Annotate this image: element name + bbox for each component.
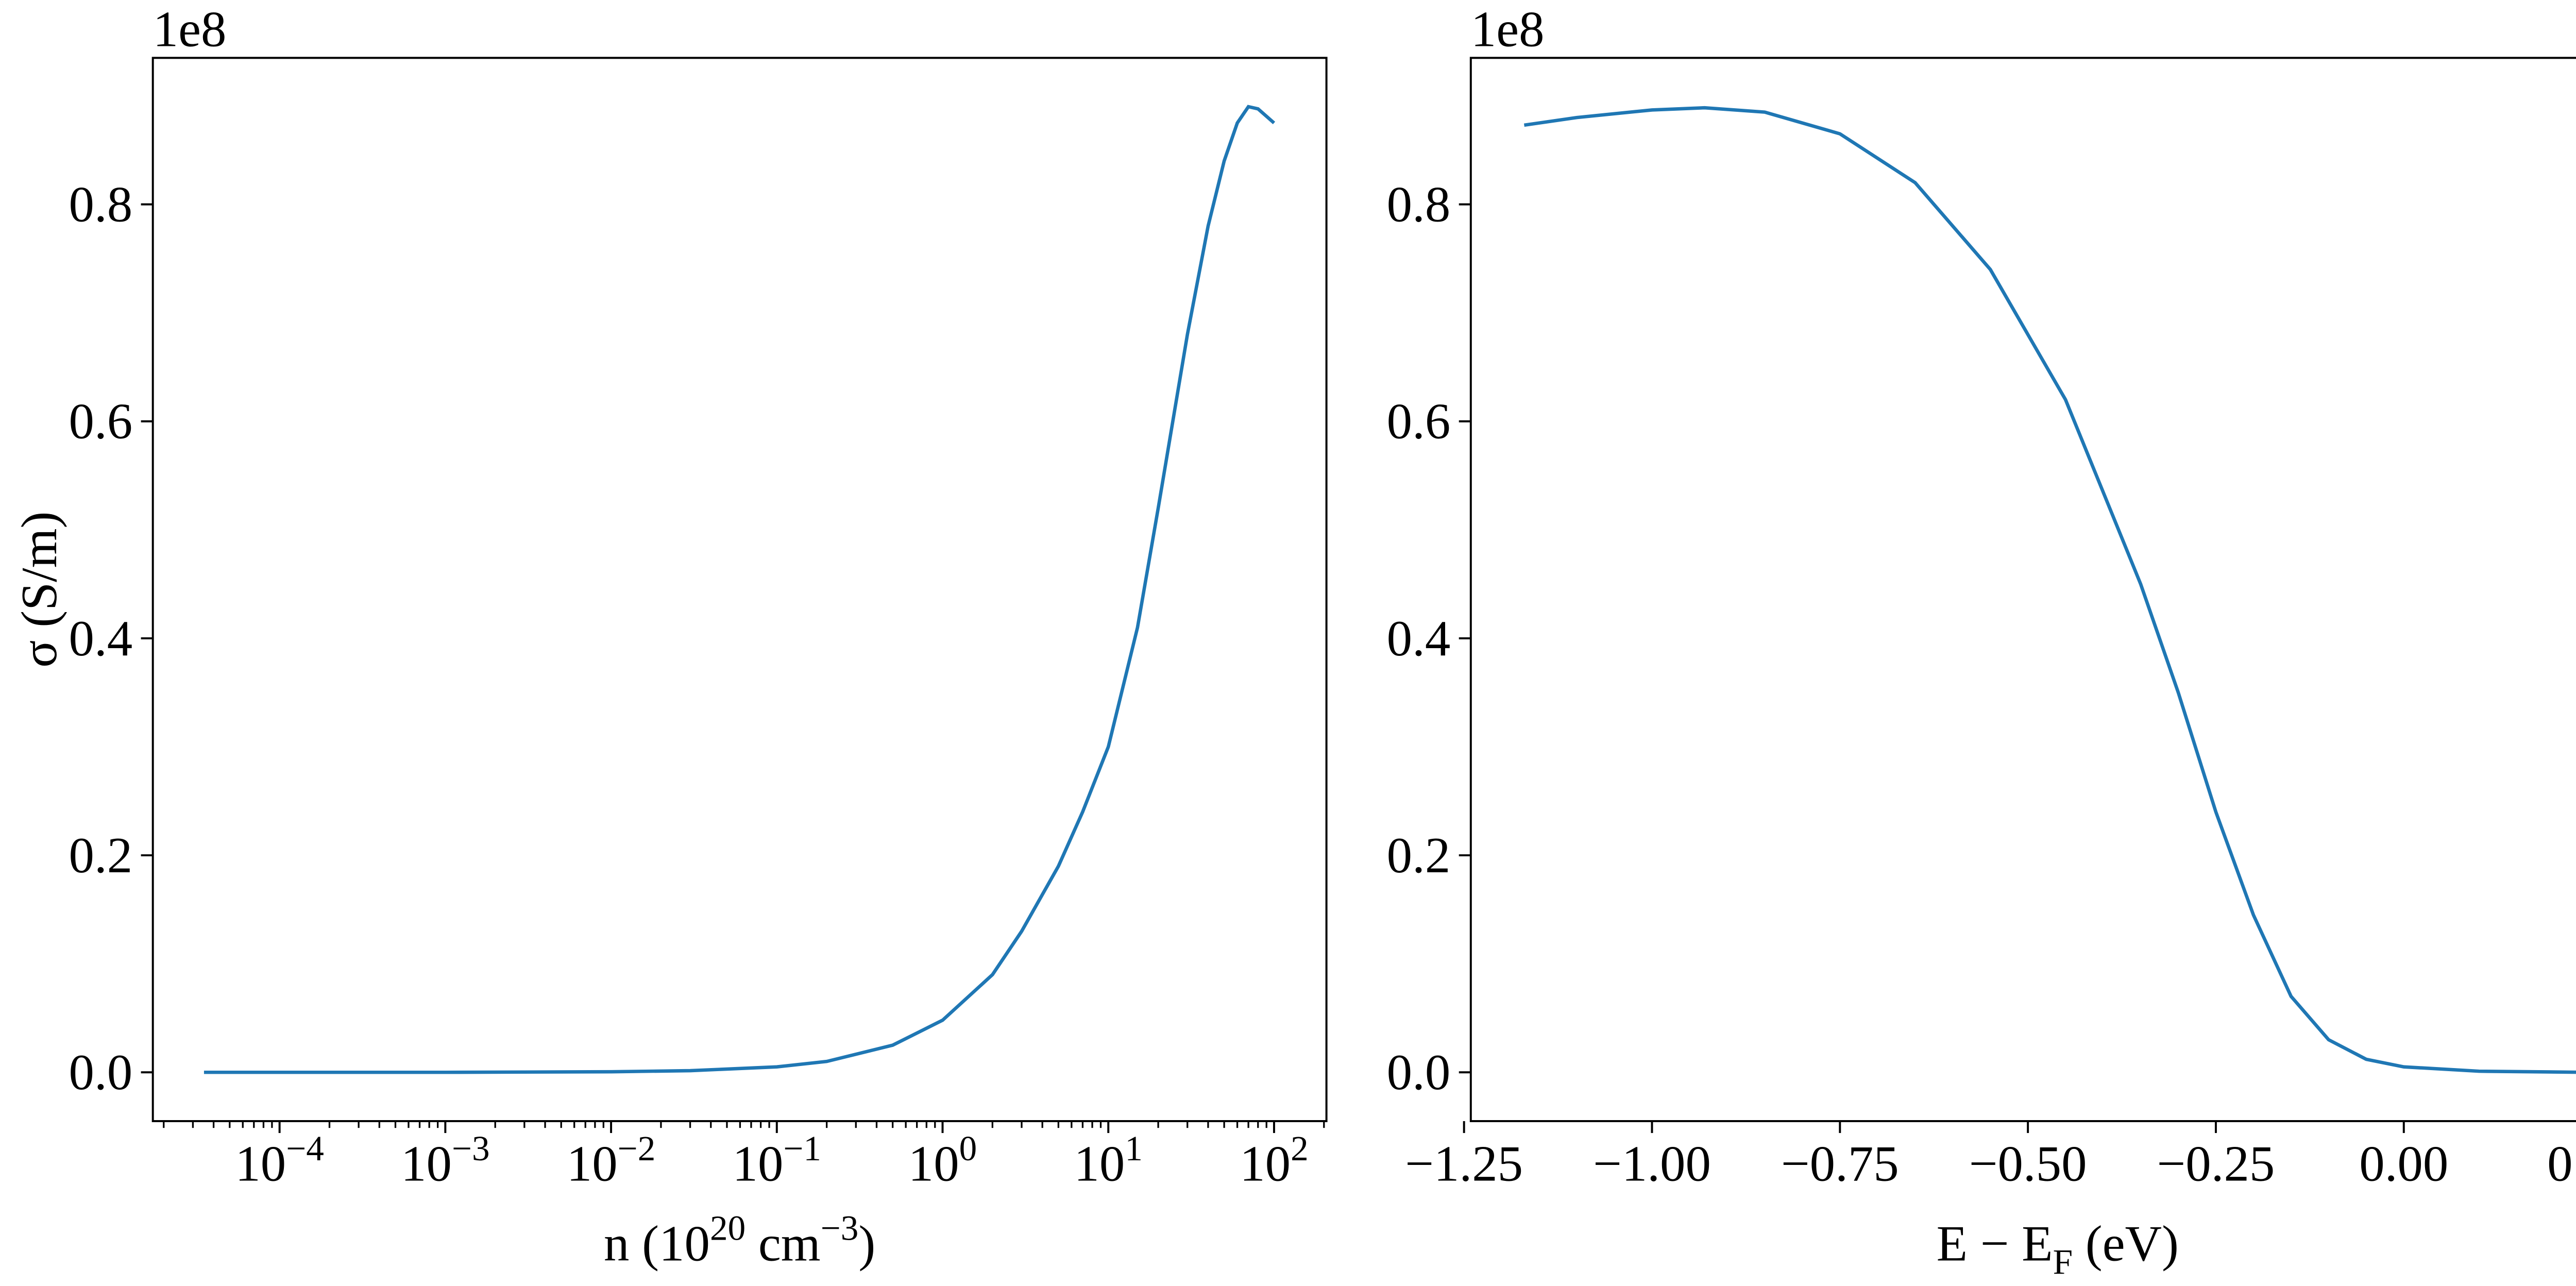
- tick-base: 10: [235, 1136, 286, 1192]
- y-tick-label: 0.6: [1387, 394, 1451, 450]
- tick-base: −0.75: [1781, 1136, 1899, 1192]
- y-tick-label: 0.4: [69, 611, 133, 667]
- offset-text: 1e8: [1471, 1, 1545, 57]
- x-tick-label: 0.00: [2359, 1136, 2448, 1192]
- tick-base: −1.00: [1593, 1136, 1711, 1192]
- x-tick-label: 10−3: [401, 1128, 490, 1192]
- tick-base: 10: [1074, 1136, 1125, 1192]
- tick-exponent: −2: [618, 1128, 656, 1168]
- x-tick-label: 102: [1240, 1128, 1308, 1192]
- plot-frame: [151, 57, 1328, 1122]
- x-tick-label: 10−1: [733, 1128, 822, 1192]
- tick-exponent: −3: [452, 1128, 490, 1168]
- y-tick-label: 0.4: [1387, 611, 1451, 667]
- y-tick-label: 0.6: [69, 394, 133, 450]
- tick-exponent: 1: [1125, 1128, 1143, 1168]
- x-label-part: (eV): [2073, 1215, 2179, 1272]
- tick-base: −0.25: [2157, 1136, 2275, 1192]
- x-tick-label: 101: [1074, 1128, 1142, 1192]
- y-tick-label: 0.0: [69, 1044, 133, 1101]
- y-axis-label: σ (S/m): [11, 512, 67, 668]
- y-tick-label: 0.0: [1387, 1044, 1451, 1101]
- x-tick-label: 10−4: [235, 1128, 324, 1192]
- tick-base: 10: [733, 1136, 784, 1192]
- x-label-part: E − E: [1937, 1215, 2053, 1272]
- x-label-part: F: [2053, 1242, 2073, 1282]
- tick-base: 10: [401, 1136, 452, 1192]
- x-tick-label: 10−2: [567, 1128, 656, 1192]
- y-tick-label: 0.2: [1387, 827, 1451, 884]
- subplot: 10−4 10−3 10−2 10−1 100 101 1020.00.20.40.60.8…: [11, 1, 1328, 1272]
- y-tick-label: 0.2: [69, 827, 133, 884]
- offset-text: 1e8: [153, 1, 227, 57]
- y-tick-label: 0.8: [69, 177, 133, 233]
- tick-base: 10: [908, 1136, 959, 1192]
- subplot: −1.25 −1.00 −0.75 −0.50 −0.25 0.00 0.25 0.0 0.2 0…: [1387, 1, 2576, 1282]
- plot-frame: [1469, 57, 2576, 1122]
- x-tick-label: −0.25: [2157, 1136, 2275, 1192]
- x-tick-label: −1.00: [1593, 1136, 1711, 1192]
- x-label-part: cm: [745, 1215, 821, 1272]
- x-tick-label: 100: [908, 1128, 977, 1192]
- tick-base: 10: [567, 1136, 618, 1192]
- tick-exponent: 0: [959, 1128, 977, 1168]
- line-series: [1523, 106, 2576, 1074]
- tick-exponent: −4: [286, 1128, 324, 1168]
- x-tick-label: −0.50: [1969, 1136, 2087, 1192]
- x-axis-label: E − EF (eV): [1937, 1215, 2179, 1281]
- x-tick-label: −0.75: [1781, 1136, 1899, 1192]
- tick-base: −0.50: [1969, 1136, 2087, 1192]
- tick-exponent: 2: [1291, 1128, 1309, 1168]
- y-tick-label: 0.8: [1387, 177, 1451, 233]
- x-label-part: 20: [710, 1208, 745, 1248]
- x-label-part: −3: [821, 1208, 859, 1248]
- tick-base: 0.00: [2359, 1136, 2448, 1192]
- x-label-part: ): [858, 1215, 875, 1272]
- tick-exponent: −1: [783, 1128, 821, 1168]
- x-axis-label: n (1020 cm−3): [604, 1208, 875, 1272]
- x-tick-label: 0.25: [2547, 1136, 2576, 1192]
- x-tick-label: −1.25: [1405, 1136, 1523, 1192]
- line-series: [204, 105, 1276, 1074]
- tick-base: 10: [1240, 1136, 1291, 1192]
- x-label-part: n (10: [604, 1215, 710, 1272]
- tick-base: −1.25: [1405, 1136, 1523, 1192]
